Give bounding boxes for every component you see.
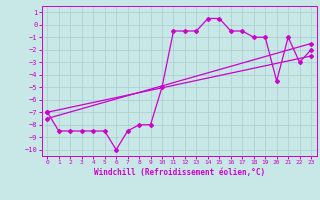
X-axis label: Windchill (Refroidissement éolien,°C): Windchill (Refroidissement éolien,°C) [94,168,265,177]
